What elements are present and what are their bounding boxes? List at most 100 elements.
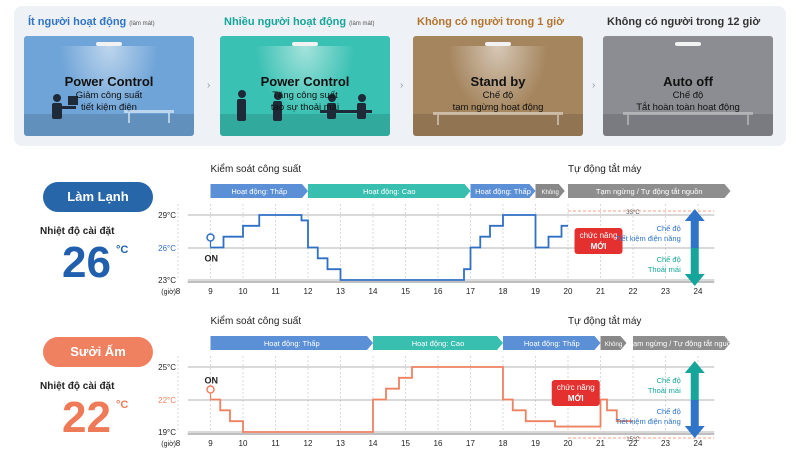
- activity-bar: [568, 184, 731, 198]
- mode-line2: Tắt hoàn toàn hoạt động: [636, 102, 740, 113]
- mode-line1: Chế độ: [672, 90, 704, 101]
- office-people-icon: [52, 94, 174, 123]
- x-tick-label: 11: [271, 287, 280, 296]
- mode-title: Power Control: [64, 74, 154, 89]
- mode-line2: tạo sự thoải mái: [270, 102, 340, 113]
- room-scene: Power Control Giảm công suất tiết kiệm đ…: [24, 36, 194, 136]
- ceiling-lamp-icon: [292, 42, 318, 46]
- side-mode-bottom-line2: Thoải mái: [648, 265, 681, 274]
- new-feature-badge: [551, 380, 600, 406]
- y-tick-label: 25°C: [158, 363, 176, 372]
- x-tick-label: 20: [564, 439, 573, 448]
- x-tick-label: 16: [434, 439, 443, 448]
- x-tick-label: 21: [596, 439, 605, 448]
- x-tick-label: 18: [499, 439, 508, 448]
- x-tick-label: 23: [661, 287, 670, 296]
- activity-bar-label: Hoạt động: Thấp: [231, 187, 287, 196]
- office-people-icon: [237, 90, 372, 121]
- x-unit-label: (giờ): [161, 441, 176, 448]
- temperature-profile-line: [210, 214, 568, 281]
- cooling-mode-pill: Làm Lạnh: [43, 182, 153, 212]
- double-arrow-up-icon: [684, 209, 705, 248]
- side-mode-top-line2: Tiết kiệm điện năng: [616, 234, 681, 243]
- cooling-setpoint-value: 26: [62, 238, 111, 287]
- new-feature-badge-line1: chức năng: [557, 383, 595, 392]
- on-marker-icon: [206, 385, 215, 394]
- new-feature-badge: [574, 228, 623, 254]
- mode-line2: tạm ngừng hoạt động: [452, 102, 544, 113]
- room-scene: Power Control Tăng công suất tạo sự thoả…: [220, 36, 390, 136]
- on-marker-icon: [206, 233, 215, 242]
- ceiling-lamp-icon: [485, 42, 511, 46]
- activity-bar: [503, 336, 601, 350]
- x-tick-label: 8: [176, 439, 181, 448]
- x-tick-label: 22: [629, 439, 638, 448]
- room-scene: Stand by Chế độ tạm ngừng hoạt động: [413, 36, 583, 136]
- activity-bar: [308, 184, 471, 198]
- activity-bar: [535, 184, 565, 198]
- heating-chart: Kiểm soát công suất Tự động tắt máy Hoạt đ…: [158, 314, 735, 448]
- activity-bar-label: Hoạt động: Cao: [363, 187, 416, 196]
- activity-bar-label: Tạm ngừng / Tự động tắt nguồn: [628, 339, 735, 348]
- activity-bar: [210, 184, 308, 198]
- scenario-panel-auto-off: Không có người trong 12 giờ Auto off Chế…: [603, 16, 773, 144]
- scenario-panel-few-people: Ít người hoạt động (làm mát) Power Contro…: [24, 16, 194, 144]
- cooling-chart: Kiểm soát công suất Tự động tắt máy Hoạt đ…: [158, 162, 731, 296]
- heating-setpoint-value: 22: [62, 393, 111, 442]
- x-tick-label: 15: [401, 439, 410, 448]
- cooling-setpoint-label: Nhiệt độ cài đặt: [40, 226, 115, 237]
- side-mode-bottom-line2: Tiết kiệm điện năng: [616, 417, 681, 426]
- empty-desks-icon: [433, 112, 563, 125]
- mode-line1: Chế độ: [482, 90, 514, 101]
- activity-bar-label: Hoạt động: Cao: [412, 339, 465, 348]
- side-mode-bottom-line1: Chế độ: [657, 407, 681, 416]
- mode-line2: tiết kiệm điện: [81, 102, 137, 113]
- new-feature-badge-line1: chức năng: [580, 231, 618, 240]
- arrow-right-icon: ›: [400, 80, 404, 91]
- x-tick-label: 9: [208, 439, 213, 448]
- ceiling-lamp-icon: [96, 42, 122, 46]
- x-tick-label: 13: [336, 439, 345, 448]
- x-tick-label: 15: [401, 287, 410, 296]
- heating-setpoint-label: Nhiệt độ cài đặt: [40, 381, 115, 392]
- x-tick-label: 12: [304, 439, 313, 448]
- x-tick-label: 22: [629, 287, 638, 296]
- scenario-panel-standby: Không có người trong 1 giờ Stand by Chế …: [413, 16, 583, 144]
- double-arrow-down-icon: [684, 400, 705, 438]
- y-tick-label: 29°C: [158, 211, 176, 220]
- threshold-label: 33°C: [626, 210, 640, 216]
- panel-title: Không có người trong 1 giờ: [417, 16, 565, 28]
- y-tick-label: 19°C: [158, 428, 176, 437]
- arrow-right-icon: ›: [592, 80, 596, 91]
- new-feature-badge-line2: MỚI: [568, 394, 584, 403]
- activity-bar-label: Hoạt động: Thấp: [475, 187, 531, 196]
- heating-setpoint-unit: °C: [116, 399, 129, 411]
- double-arrow-up-icon: [684, 361, 705, 400]
- activity-bar: [600, 336, 627, 350]
- mode-title: Stand by: [470, 74, 526, 89]
- side-mode-top-line1: Chế độ: [657, 224, 681, 233]
- mode-line1: Giảm công suất: [75, 90, 143, 101]
- x-tick-label: 17: [466, 439, 475, 448]
- room-scene: Auto off Chế độ Tắt hoàn toàn hoạt động: [603, 36, 773, 136]
- x-tick-label: 19: [531, 439, 540, 448]
- activity-bar-label: Hoạt động: Thấp: [264, 339, 320, 348]
- on-label: ON: [205, 254, 219, 264]
- activity-bar: [373, 336, 503, 350]
- x-unit-label: (giờ): [161, 289, 176, 296]
- x-tick-label: 9: [208, 287, 213, 296]
- on-label: ON: [205, 376, 219, 386]
- panel-title: Không có người trong 12 giờ: [607, 16, 761, 28]
- activity-bar: [210, 336, 373, 350]
- x-tick-label: 12: [304, 287, 313, 296]
- activity-bar-label: Không: [541, 190, 558, 196]
- x-tick-label: 10: [239, 287, 248, 296]
- mode-title: Power Control: [260, 74, 350, 89]
- arrow-right-icon: ›: [207, 80, 211, 91]
- x-tick-label: 11: [271, 439, 280, 448]
- x-tick-label: 21: [596, 287, 605, 296]
- mode-title: Auto off: [663, 74, 713, 89]
- x-tick-label: 13: [336, 287, 345, 296]
- section-header-left: Kiểm soát công suất: [211, 163, 302, 175]
- double-arrow-down-icon: [684, 248, 705, 286]
